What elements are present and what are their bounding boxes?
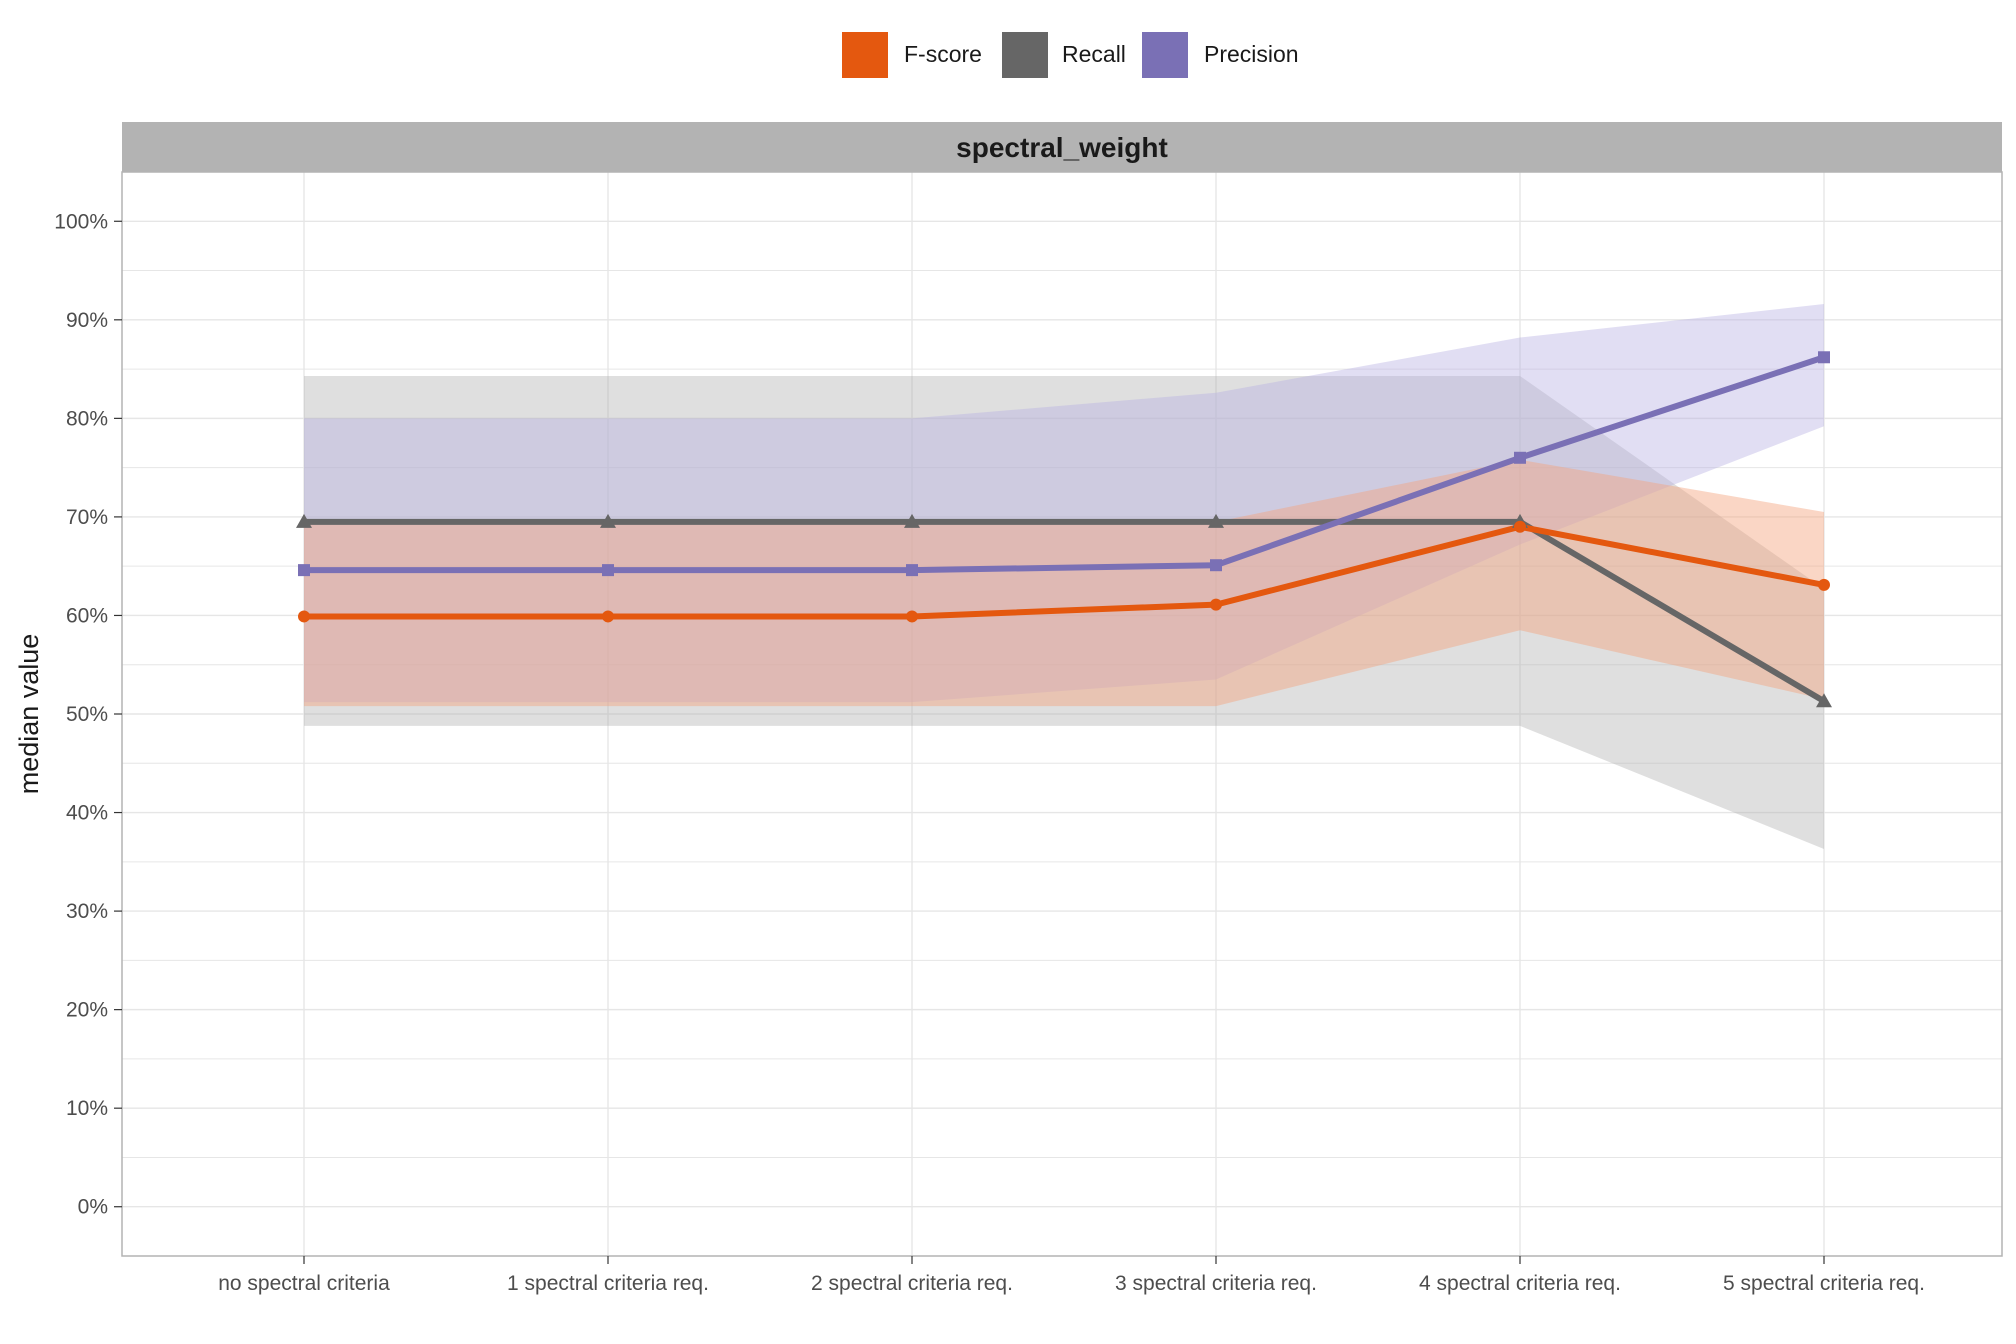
marker-f-score <box>1514 520 1526 533</box>
y-tick-label: 30% <box>66 900 108 923</box>
marker-recall <box>1208 513 1224 528</box>
x-tick-label: 1 spectral criteria req. <box>507 1272 709 1295</box>
series-line-precision <box>304 354 1825 574</box>
y-tick-label: 60% <box>66 604 108 627</box>
x-tick-label: 3 spectral criteria req. <box>1115 1272 1317 1295</box>
facet-strip: spectral_weight <box>122 122 2002 172</box>
legend-swatch-f-score <box>842 32 888 78</box>
y-tick-label: 50% <box>66 703 108 726</box>
marker-f-score <box>602 610 614 623</box>
y-tick-label: 90% <box>66 309 108 332</box>
legend-swatch-recall <box>1002 32 1048 78</box>
x-tick-label: 2 spectral criteria req. <box>811 1272 1013 1295</box>
marker-recall <box>600 513 616 528</box>
marker-precision <box>1818 351 1830 364</box>
marker-precision <box>298 564 310 577</box>
marker-recall <box>904 513 920 528</box>
y-tick-label: 20% <box>66 999 108 1022</box>
y-tick-label: 70% <box>66 506 108 529</box>
y-tick-label: 0% <box>78 1196 108 1219</box>
marker-f-score <box>1818 578 1830 591</box>
x-tick-label: 4 spectral criteria req. <box>1419 1272 1621 1295</box>
y-axis-title: median value <box>14 634 44 795</box>
series-markers <box>296 351 1832 708</box>
y-tick-label: 40% <box>66 802 108 825</box>
marker-precision <box>906 564 918 577</box>
ribbon-precision <box>304 304 1824 703</box>
y-axis-ticks: 0% 10% 20% 30% 40% 50% 60% 70% 80% 90% 100% <box>54 210 122 1219</box>
x-tick-label: no spectral criteria <box>218 1272 390 1295</box>
facet-title: spectral_weight <box>956 132 1168 163</box>
x-axis-ticks: no spectral criteria 1 spectral criteria … <box>218 1256 1925 1295</box>
marker-f-score <box>906 610 918 623</box>
marker-precision <box>1210 559 1222 572</box>
marker-f-score <box>1210 598 1222 611</box>
marker-precision <box>602 564 614 577</box>
legend-label-precision: Precision <box>1204 41 1299 67</box>
series-lines <box>304 354 1826 704</box>
x-tick-label: 5 spectral criteria req. <box>1723 1272 1925 1295</box>
plot-panel <box>121 171 2003 1257</box>
y-tick-label: 100% <box>54 210 108 233</box>
legend: F-score Recall Precision <box>842 32 1299 78</box>
facet-strip-background <box>122 122 2002 172</box>
legend-label-f-score: F-score <box>904 41 982 67</box>
series-line-recall <box>304 518 1826 704</box>
y-tick-label: 80% <box>66 407 108 430</box>
marker-f-score <box>298 610 310 623</box>
y-tick-label: 10% <box>66 1097 108 1120</box>
series-line-f-score <box>304 523 1825 620</box>
marker-recall <box>296 513 312 528</box>
legend-swatch-precision <box>1142 32 1188 78</box>
marker-recall <box>1816 693 1832 708</box>
legend-label-recall: Recall <box>1062 41 1126 67</box>
marker-precision <box>1514 451 1526 464</box>
